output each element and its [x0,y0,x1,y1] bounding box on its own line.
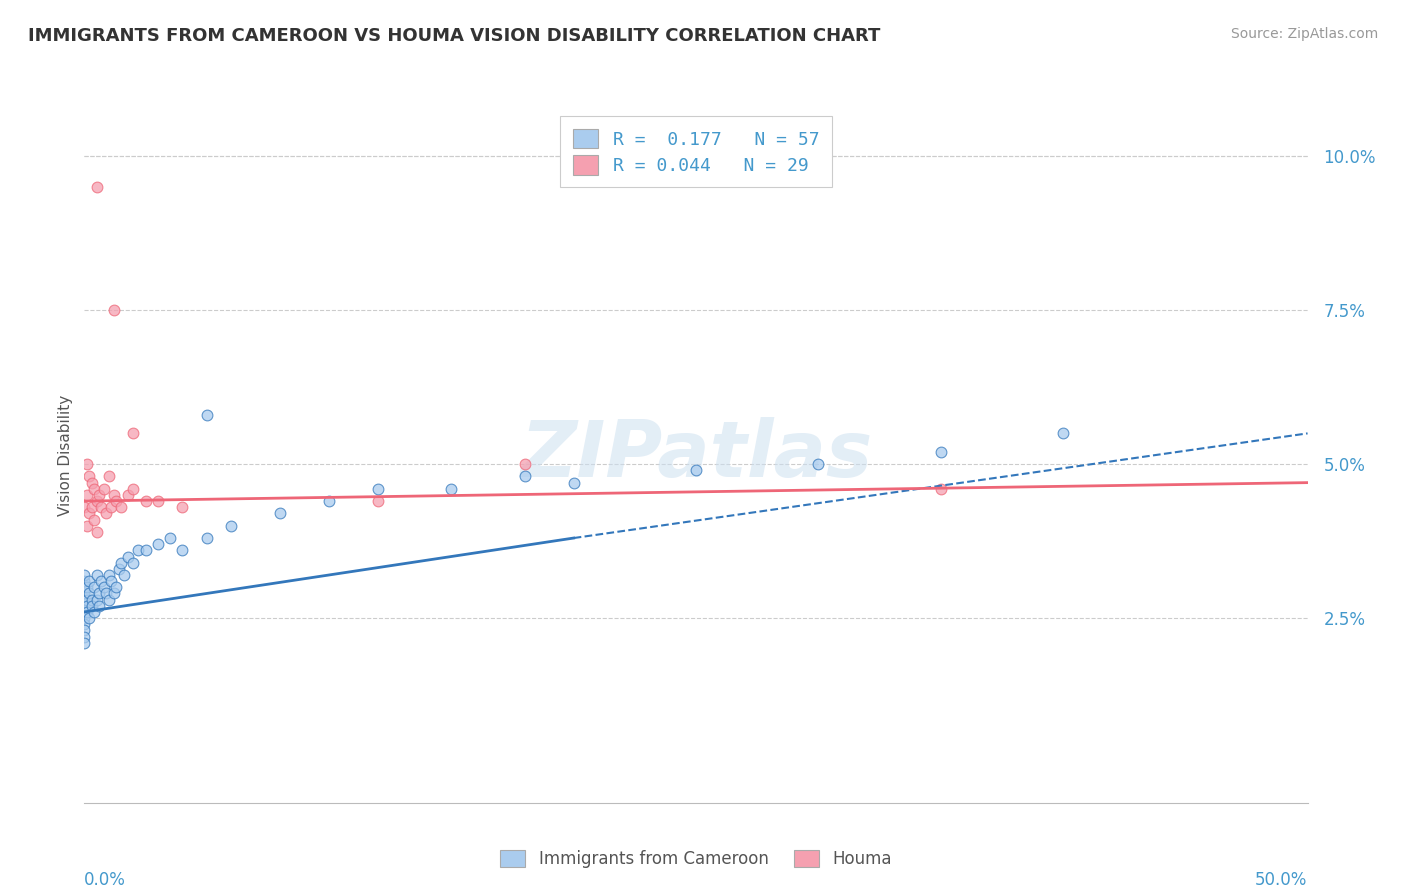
Point [76,605,98,619]
Point [76,518,98,533]
Point [83,605,105,619]
Point [107,562,129,576]
Point [685,463,707,477]
Point [110,500,132,515]
Point [77,586,100,600]
Point [135,543,157,558]
Point [77,611,100,625]
Point [195,531,218,545]
Point [117,488,139,502]
Text: Source: ZipAtlas.com: Source: ZipAtlas.com [1230,27,1378,41]
Point [112,568,135,582]
Point [90,500,112,515]
Point [318,494,340,508]
Point [97,592,120,607]
Point [159,531,181,545]
Point [807,457,830,471]
Point [103,586,125,600]
Text: ZIPatlas: ZIPatlas [520,417,872,493]
Legend: Immigrants from Cameroon, Houma: Immigrants from Cameroon, Houma [494,843,898,874]
Point [110,556,132,570]
Point [122,556,145,570]
Point [513,457,536,471]
Point [80,599,103,613]
Point [929,445,952,459]
Point [87,488,110,502]
Point [96,586,118,600]
Point [77,574,100,589]
Point [73,617,96,632]
Point [122,482,145,496]
Text: IMMIGRANTS FROM CAMEROON VS HOUMA VISION DISABILITY CORRELATION CHART: IMMIGRANTS FROM CAMEROON VS HOUMA VISION… [28,27,880,45]
Point [219,518,242,533]
Point [103,488,125,502]
Point [80,475,103,490]
Point [86,592,108,607]
Point [929,482,952,496]
Point [87,586,110,600]
Point [86,524,108,539]
Point [100,500,122,515]
Point [93,482,115,496]
Point [73,611,96,625]
Point [73,592,96,607]
Point [77,469,100,483]
Point [73,574,96,589]
Point [77,507,100,521]
Point [117,549,139,564]
Point [105,580,128,594]
Point [269,507,291,521]
Point [86,494,108,508]
Point [83,580,105,594]
Point [90,574,112,589]
Point [367,494,389,508]
Point [97,568,120,582]
Point [367,482,389,496]
Point [73,630,96,644]
Point [172,500,194,515]
Y-axis label: Vision Disability: Vision Disability [58,394,73,516]
Point [73,624,96,638]
Point [93,580,115,594]
Point [440,482,463,496]
Point [76,592,98,607]
Point [146,537,169,551]
Text: 0.0%: 0.0% [84,871,127,888]
Point [76,580,98,594]
Point [105,494,128,508]
Point [73,580,96,594]
Point [80,592,103,607]
Point [73,586,96,600]
Point [83,482,105,496]
Point [562,475,585,490]
Point [103,303,125,318]
Point [146,494,169,508]
Point [73,636,96,650]
Point [122,426,145,441]
Point [87,599,110,613]
Point [80,500,103,515]
Point [76,457,98,471]
Point [86,180,108,194]
Point [96,507,118,521]
Point [73,605,96,619]
Point [172,543,194,558]
Point [1052,426,1074,441]
Point [83,512,105,526]
Point [195,408,218,422]
Point [73,568,96,582]
Point [76,488,98,502]
Point [127,543,149,558]
Point [86,568,108,582]
Point [100,574,122,589]
Point [97,469,120,483]
Text: 50.0%: 50.0% [1256,871,1308,888]
Point [76,599,98,613]
Point [513,469,536,483]
Point [135,494,157,508]
Point [73,500,96,515]
Point [73,599,96,613]
